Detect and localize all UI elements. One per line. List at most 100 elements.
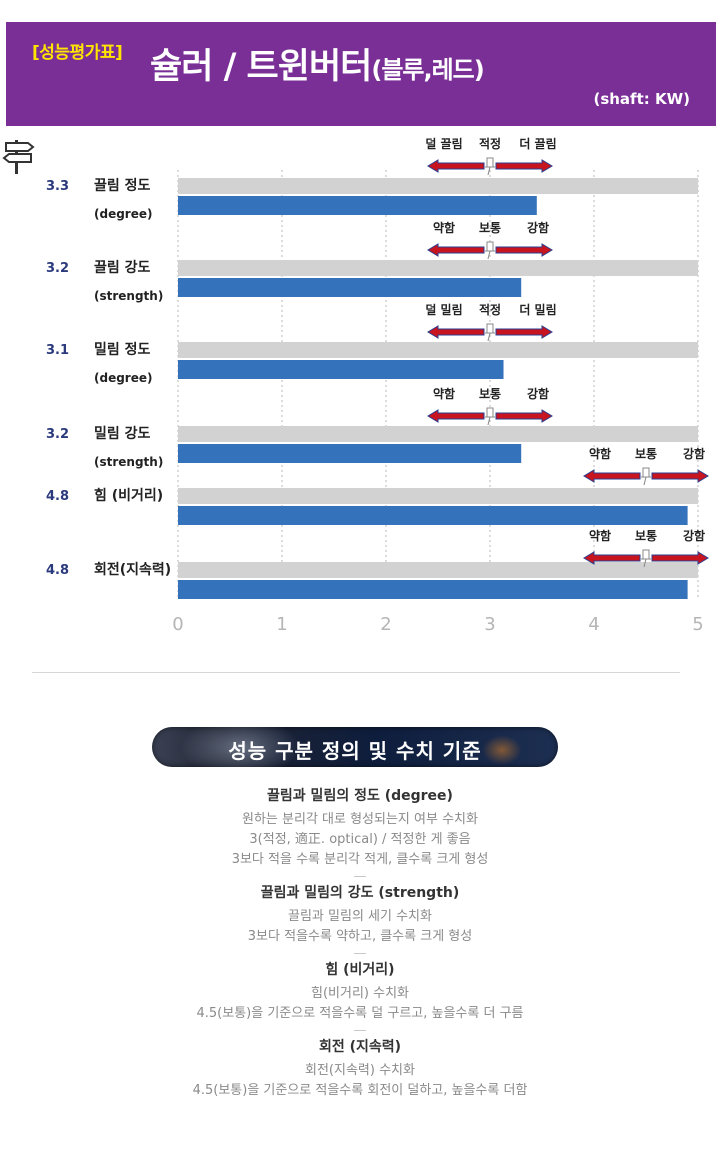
metric-row: 3.2 밀림 강도(strength)약함 보통 강함 <box>46 386 698 469</box>
left-arrow-icon <box>427 243 485 257</box>
scale-label: 약함 <box>589 528 611 543</box>
value-bar <box>178 444 522 463</box>
right-arrow-icon <box>651 551 709 565</box>
left-arrow-icon <box>427 325 485 339</box>
scale-label: 강함 <box>683 528 705 543</box>
left-arrow-icon <box>427 409 485 423</box>
definition-block: 끌림과 밀림의 정도 (degree) 원하는 분리각 대로 형성되는지 여부 수… <box>0 786 720 877</box>
definitions-section: 끌림과 밀림의 정도 (degree) 원하는 분리각 대로 형성되는지 여부 수… <box>0 786 720 1107</box>
scale-indicator: 약함 보통 강함 <box>427 386 553 426</box>
scale-indicator: 덜 밀림 적정 더 밀림 <box>425 302 557 342</box>
definition-line: 끌림과 밀림의 세기 수치화 <box>288 909 432 924</box>
shaft-label: (shaft: KW) <box>593 90 690 108</box>
definition-separator <box>354 953 366 954</box>
scale-label: 약함 <box>433 386 455 401</box>
pin-icon <box>485 323 495 342</box>
track-bar <box>178 342 698 358</box>
x-tick-label: 1 <box>276 614 287 635</box>
scale-label: 강함 <box>527 220 549 235</box>
scale-label: 약함 <box>433 220 455 235</box>
definition-line: 3보다 적을수록 약하고, 클수록 크게 형성 <box>247 929 473 944</box>
definition-block: 끌림과 밀림의 강도 (strength) 끌림과 밀림의 세기 수치화 3보다 적… <box>0 883 720 954</box>
definition-line: 4.5(보통)을 기준으로 적을수록 회전이 덜하고, 높을수록 더함 <box>192 1083 528 1098</box>
value-bar <box>178 580 688 599</box>
scale-label: 강함 <box>683 446 705 461</box>
metric-row: 4.8 회전(지속력) 약함 보통 강함 <box>46 528 709 599</box>
right-arrow-icon <box>495 409 553 423</box>
x-tick-label: 5 <box>692 614 703 635</box>
metric-row: 3.2 끌림 강도 (strength) 약함 보통 강함 <box>46 220 698 303</box>
signpost-icon <box>2 140 35 174</box>
definition-line: 원하는 분리각 대로 형성되는지 여부 수치화 <box>242 812 478 827</box>
left-arrow-icon <box>583 551 641 565</box>
page-title-sub: (블루,레드) <box>371 56 484 84</box>
scale-indicator: 약함 보통 강함 <box>583 528 709 568</box>
track-bar <box>178 426 698 442</box>
metric-value-label: 3.2 <box>46 261 69 276</box>
definition-block: 힘 (비거리) 힘(비거리) 수치화 4.5(보통)을 기준으로 적을수록 덜 구르… <box>0 960 720 1031</box>
pin-icon <box>485 407 495 426</box>
left-arrow-icon <box>583 469 641 483</box>
metric-sub-label: (degree) <box>94 207 152 221</box>
metric-value-label: 4.8 <box>46 489 69 504</box>
scale-indicator: 약함 보통 강함 <box>583 446 709 486</box>
scale-label: 강함 <box>527 386 549 401</box>
metric-name-label: 끌림 정도 <box>94 177 151 194</box>
right-arrow-icon <box>495 159 553 173</box>
definition-block: 회전 (지속력) 회전(지속력) 수치화 4.5(보통)을 기준으로 적을수록 회전… <box>0 1037 720 1101</box>
definition-banner: 성능 구분 정의 및 수치 기준 <box>152 727 558 767</box>
scale-label: 더 밀림 <box>519 302 556 317</box>
x-tick-label: 4 <box>588 614 599 635</box>
metric-row: 3.1 밀림 정도 (degree) 덜 밀림 적정 더 밀림 <box>46 302 698 385</box>
definition-heading: 끌림과 밀림의 정도 (degree) <box>267 788 453 804</box>
metric-sub-label: (strength) <box>94 289 163 303</box>
metric-row: 3.3 끌림 정도 (degree) 덜 끌림 적정 더 끌림 <box>46 136 698 221</box>
pin-icon <box>485 157 495 176</box>
definition-separator <box>354 1030 366 1031</box>
page-title: 슐러 / 트윈버터(블루,레드) <box>150 38 485 89</box>
scale-label: 더 끌림 <box>519 136 556 151</box>
metric-sub-label: (degree) <box>94 371 152 385</box>
value-bar <box>178 196 537 215</box>
track-bar <box>178 178 698 194</box>
scale-label: 덜 밀림 <box>425 303 462 317</box>
value-bar <box>178 506 688 525</box>
right-arrow-icon <box>651 469 709 483</box>
scale-label: 보통 <box>479 220 501 235</box>
pin-icon <box>641 467 651 486</box>
track-bar <box>178 260 698 276</box>
definition-separator <box>354 876 366 877</box>
scale-indicator: 덜 끌림 적정 더 끌림 <box>425 136 557 176</box>
definition-line: 힘(비거리) 수치화 <box>311 986 409 1001</box>
metric-name-label: 밀림 강도 <box>94 425 151 442</box>
scale-label: 적정 <box>479 302 501 317</box>
scale-label: 보통 <box>479 386 501 401</box>
track-bar <box>178 562 698 578</box>
x-tick-label: 2 <box>380 614 391 635</box>
x-tick-label: 3 <box>484 614 495 635</box>
right-arrow-icon <box>495 325 553 339</box>
value-bar <box>178 278 522 297</box>
metric-sub-label: (strength) <box>94 455 163 469</box>
header-banner: [성능평가표] 슐러 / 트윈버터(블루,레드) (shaft: KW) <box>6 22 716 126</box>
pin-icon <box>641 549 651 568</box>
definition-line: 3(적정, 適正. optical) / 적정한 게 좋음 <box>249 832 471 847</box>
scale-label: 적정 <box>479 136 501 151</box>
definition-line: 3보다 적을 수록 분리각 적게, 클수록 크게 형성 <box>231 852 489 867</box>
metric-value-label: 3.1 <box>46 343 69 358</box>
performance-chart: 3.3 끌림 정도(degree)덜 끌림 적정 더 끌림3.2 끌림 강도(stren… <box>2 136 709 635</box>
track-bar <box>178 488 698 504</box>
definition-line: 회전(지속력) 수치화 <box>305 1063 415 1078</box>
scale-indicator: 약함 보통 강함 <box>427 220 553 260</box>
header-tag: [성능평가표] <box>32 43 123 63</box>
page-title-main: 슐러 / 트윈버터 <box>150 47 372 87</box>
value-bar <box>178 360 504 379</box>
right-arrow-icon <box>495 243 553 257</box>
metric-name-label: 밀림 정도 <box>94 341 151 358</box>
metric-name-label: 끌림 강도 <box>94 259 151 276</box>
pin-icon <box>485 241 495 260</box>
definition-heading: 끌림과 밀림의 강도 (strength) <box>260 885 460 901</box>
definition-heading: 힘 (비거리) <box>325 962 395 978</box>
x-tick-label: 0 <box>172 614 183 635</box>
metric-value-label: 4.8 <box>46 563 69 578</box>
